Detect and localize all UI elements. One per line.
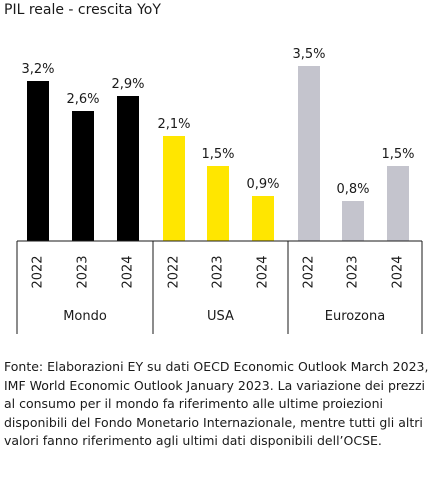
bar-eurozona-2024 [387,166,409,241]
x-tick-label: 2023 [76,255,91,288]
data-label: 3,2% [21,62,54,77]
x-tick-label: 2022 [302,255,317,288]
bar-eurozona-2023 [342,201,364,241]
x-tick-label: 2022 [167,255,182,288]
bar-usa-2023 [207,166,229,241]
x-tick-label: 2023 [211,255,226,288]
data-label: 0,8% [336,182,369,197]
data-label: 2,9% [111,77,144,92]
bar-usa-2024 [252,196,274,241]
x-tick-label: 2023 [346,255,361,288]
x-tick-label: 2024 [121,255,136,288]
x-tick-label: 2024 [391,255,406,288]
data-label: 0,9% [246,177,279,192]
x-tick-label: 2024 [256,255,271,288]
group-label-usa: USA [207,309,234,324]
data-label: 2,6% [66,92,99,107]
data-label: 1,5% [381,147,414,162]
data-label: 1,5% [201,147,234,162]
bar-mondo-2023 [72,111,94,241]
bar-eurozona-2022 [298,66,320,241]
data-label: 3,5% [292,47,325,62]
source-footnote: Fonte: Elaborazioni EY su dati OECD Econ… [4,359,429,448]
bar-mondo-2024 [117,96,139,241]
bar-mondo-2022 [27,81,49,241]
chart-title: PIL reale - crescita YoY [4,2,161,18]
group-label-eurozona: Eurozona [325,309,385,324]
group-label-mondo: Mondo [63,309,107,324]
bar-usa-2022 [163,136,185,241]
bar-chart: 3,2% 2022 2,6% 2023 2,9% 2024 Mondo 2,1% 2022 1,5… [16,47,423,334]
x-tick-label: 2022 [31,255,46,288]
data-label: 2,1% [157,117,190,132]
